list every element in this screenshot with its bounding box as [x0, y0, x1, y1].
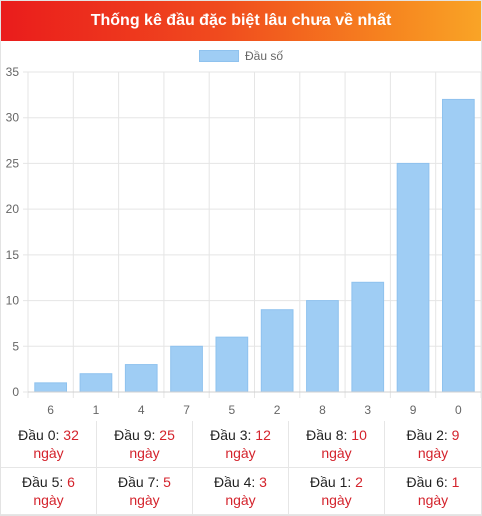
stat-cell: Đầu 9: 25 ngày	[97, 421, 193, 468]
stat-cell: Đầu 3: 12 ngày	[193, 421, 289, 468]
legend-swatch	[198, 50, 239, 62]
x-tick-label: 5	[229, 403, 236, 417]
stat-value: 5	[163, 474, 171, 490]
stat-unit: ngày	[129, 492, 160, 508]
stat-label: Đầu 0:	[18, 427, 64, 443]
bar	[79, 373, 113, 393]
y-tick-label: 0	[12, 385, 19, 399]
stat-line: Đầu 1: 2	[310, 473, 363, 491]
stat-value: 10	[351, 427, 367, 443]
y-tick-label: 30	[6, 111, 20, 125]
stat-unit: ngày	[417, 445, 449, 461]
bar-chart: 0 5 10 15 20 25 30 35 6 1 4 7 5 2 8 3 9 0	[6, 65, 481, 417]
stat-value: 12	[255, 427, 271, 443]
x-tick-label: 9	[410, 403, 417, 417]
card-header: Thống kê đầu đặc biệt lâu chưa về nhất	[1, 1, 481, 41]
card-title: Thống kê đầu đặc biệt lâu chưa về nhất	[90, 12, 392, 29]
stat-unit: ngày	[225, 445, 256, 461]
stat-line: Đầu 7: 5	[118, 473, 171, 491]
stat-label: Đầu 6:	[406, 474, 452, 490]
stat-value: 6	[67, 474, 75, 490]
stat-label: Đầu 4:	[214, 474, 260, 490]
stat-cell: Đầu 1: 2 ngày	[289, 468, 385, 515]
legend-label: Đầu số	[244, 49, 284, 63]
stat-unit: ngày	[33, 492, 64, 508]
stat-label: Đầu 7:	[118, 474, 164, 490]
stat-line: Đầu 2: 9	[407, 426, 460, 444]
bar	[215, 336, 249, 393]
stat-line: Đầu 5: 6	[22, 473, 75, 491]
y-tick-label: 10	[6, 294, 20, 308]
stat-unit: ngày	[33, 445, 64, 461]
stat-cell: Đầu 8: 10 ngày	[289, 421, 385, 468]
x-tick-label: 8	[319, 403, 326, 417]
stat-value: 25	[159, 427, 175, 443]
bar	[396, 162, 430, 393]
stat-value: 9	[451, 427, 460, 443]
stat-unit: ngày	[129, 445, 160, 461]
x-tick-label: 4	[138, 403, 145, 417]
stat-cell: Đầu 5: 6 ngày	[1, 468, 97, 515]
stat-label: Đầu 8:	[306, 427, 352, 443]
y-tick-label: 15	[6, 248, 20, 262]
bar	[170, 345, 203, 393]
x-tick-label: 0	[455, 403, 462, 417]
bar	[260, 309, 294, 393]
stat-cell: Đầu 4: 3 ngày	[193, 468, 289, 515]
y-tick-label: 5	[12, 339, 19, 353]
stat-line: Đầu 8: 10	[306, 426, 367, 444]
stat-line: Đầu 6: 1	[407, 473, 460, 491]
stat-value: 2	[355, 474, 363, 490]
stat-label: Đầu 9:	[114, 427, 160, 443]
stat-label: Đầu 5:	[22, 474, 68, 490]
stat-label: Đầu 2:	[406, 427, 452, 443]
bar	[124, 364, 158, 393]
stat-value: 1	[451, 474, 460, 490]
stat-label: Đầu 1:	[310, 474, 356, 490]
stat-value: 32	[63, 427, 79, 443]
x-tick-label: 1	[93, 403, 100, 417]
x-tick-label: 3	[364, 403, 371, 417]
stat-label: Đầu 3:	[210, 427, 256, 443]
stat-line: Đầu 3: 12	[210, 426, 271, 444]
bar	[351, 281, 385, 393]
bar	[306, 300, 339, 393]
stat-unit: ngày	[321, 445, 352, 461]
y-tick-label: 20	[6, 202, 20, 216]
x-tick-label: 6	[47, 403, 54, 417]
y-tick-label: 35	[6, 65, 20, 79]
stat-line: Đầu 0: 32	[18, 426, 79, 444]
bar	[34, 382, 68, 393]
stat-cell: Đầu 7: 5 ngày	[97, 468, 193, 515]
stat-unit: ngày	[321, 492, 352, 508]
y-tick-label: 25	[6, 156, 20, 170]
stat-line: Đầu 4: 3	[214, 473, 267, 491]
stat-cell: Đầu 2: 9 ngày	[385, 421, 481, 468]
bar	[441, 98, 475, 393]
stat-cell: Đầu 0: 32 ngày	[1, 421, 97, 468]
stat-value: 3	[259, 474, 267, 490]
stat-cell: Đầu 6: 1 ngày	[385, 468, 481, 515]
x-tick-label: 2	[274, 403, 281, 417]
chart-legend[interactable]: Đầu số	[1, 47, 481, 65]
stat-unit: ngày	[225, 492, 256, 508]
stat-unit: ngày	[417, 492, 449, 508]
stats-grid: Đầu 0: 32 ngày Đầu 9: 25 ngày Đầu 3: 12 ngày Đ…	[1, 421, 481, 515]
x-tick-label: 7	[183, 403, 190, 417]
stat-line: Đầu 9: 25	[114, 426, 175, 444]
